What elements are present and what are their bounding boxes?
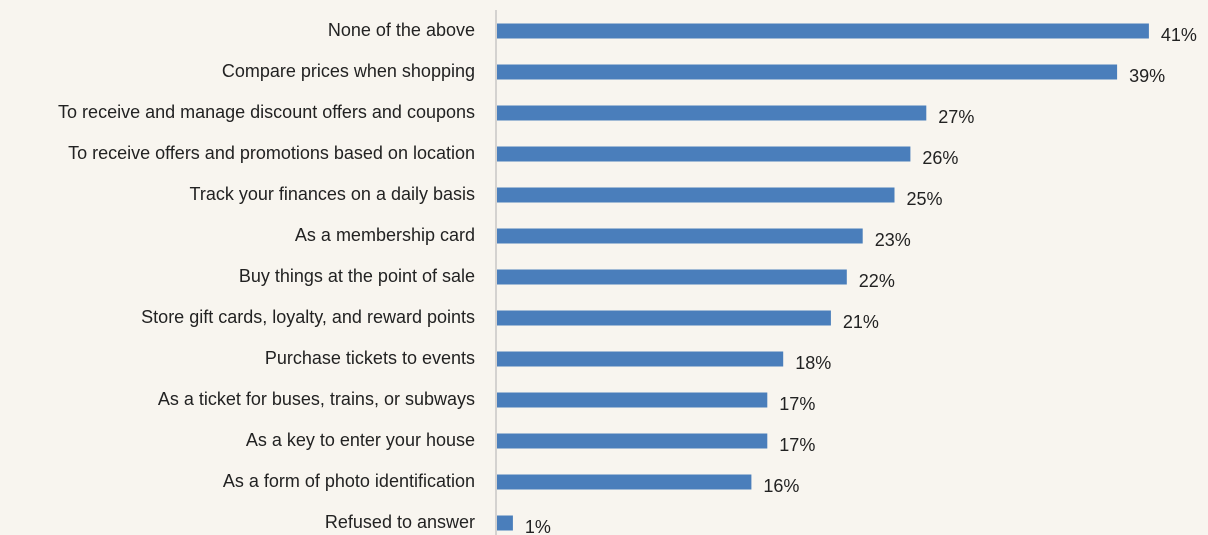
value-label: 41% xyxy=(1161,25,1197,45)
bar xyxy=(497,269,847,285)
category-label: Store gift cards, loyalty, and reward po… xyxy=(141,307,475,327)
value-label: 21% xyxy=(843,312,879,332)
bar xyxy=(497,310,831,326)
category-label: As a membership card xyxy=(295,225,475,245)
category-label: Compare prices when shopping xyxy=(222,61,475,81)
value-label: 1% xyxy=(525,517,551,535)
value-label: 22% xyxy=(859,271,895,291)
value-label: 39% xyxy=(1129,66,1165,86)
value-label: 27% xyxy=(938,107,974,127)
value-label: 16% xyxy=(763,476,799,496)
value-label: 17% xyxy=(779,435,815,455)
bar xyxy=(497,23,1149,39)
value-label: 23% xyxy=(875,230,911,250)
bar xyxy=(497,105,927,121)
category-label: Purchase tickets to events xyxy=(265,348,475,368)
bar xyxy=(497,474,752,490)
bar xyxy=(497,351,784,367)
bar xyxy=(497,515,513,531)
value-label: 26% xyxy=(922,148,958,168)
bar xyxy=(497,228,863,244)
value-label: 17% xyxy=(779,394,815,414)
bar xyxy=(497,392,768,408)
category-label: None of the above xyxy=(328,20,475,40)
category-label: Refused to answer xyxy=(325,512,475,532)
category-label: As a form of photo identification xyxy=(223,471,475,491)
bar xyxy=(497,187,895,203)
bar xyxy=(497,146,911,162)
category-label: Track your finances on a daily basis xyxy=(190,184,475,204)
bar xyxy=(497,64,1118,80)
category-label: To receive offers and promotions based o… xyxy=(68,143,475,163)
value-label: 25% xyxy=(907,189,943,209)
category-label: To receive and manage discount offers an… xyxy=(58,102,475,122)
category-label: Buy things at the point of sale xyxy=(239,266,475,286)
value-label: 18% xyxy=(795,353,831,373)
category-label: As a ticket for buses, trains, or subway… xyxy=(158,389,475,409)
bar xyxy=(497,433,768,449)
category-label: As a key to enter your house xyxy=(246,430,475,450)
